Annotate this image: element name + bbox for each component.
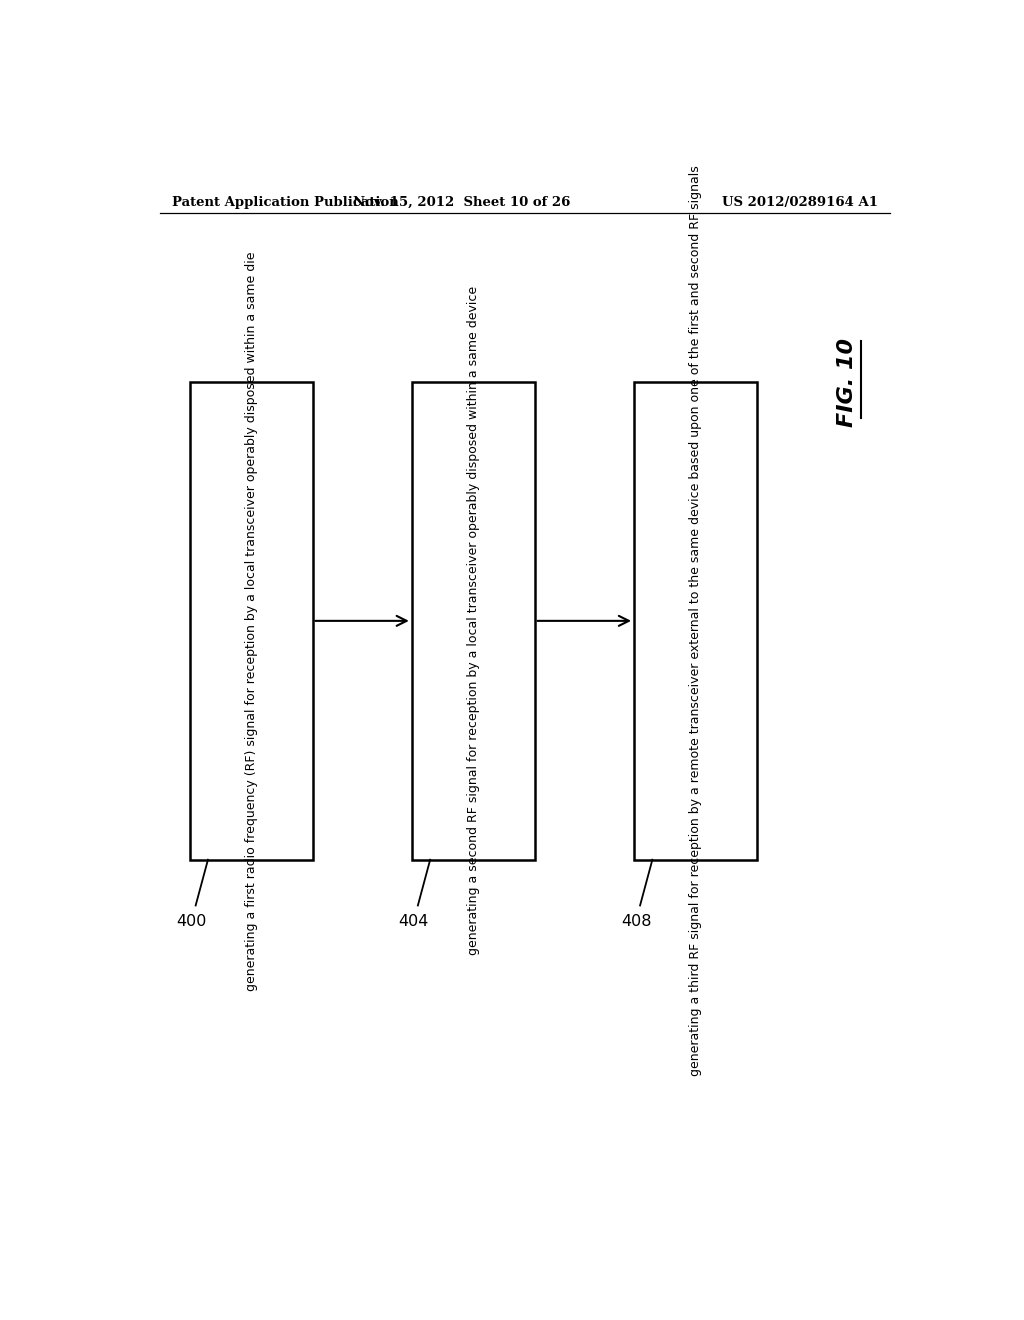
Text: generating a third RF signal for reception by a remote transceiver external to t: generating a third RF signal for recepti… — [689, 165, 701, 1076]
Text: generating a first radio frequency (RF) signal for reception by a local transcei: generating a first radio frequency (RF) … — [245, 251, 257, 990]
Text: Patent Application Publication: Patent Application Publication — [172, 195, 398, 209]
Bar — [412, 381, 535, 859]
Text: 404: 404 — [398, 913, 429, 928]
Text: 408: 408 — [621, 913, 651, 928]
Bar — [189, 381, 312, 859]
Text: FIG. 10: FIG. 10 — [837, 338, 857, 426]
Text: generating a second RF signal for reception by a local transceiver operably disp: generating a second RF signal for recept… — [467, 286, 479, 956]
Text: Nov. 15, 2012  Sheet 10 of 26: Nov. 15, 2012 Sheet 10 of 26 — [352, 195, 570, 209]
Text: US 2012/0289164 A1: US 2012/0289164 A1 — [722, 195, 878, 209]
Bar — [634, 381, 757, 859]
Text: 400: 400 — [176, 913, 207, 928]
